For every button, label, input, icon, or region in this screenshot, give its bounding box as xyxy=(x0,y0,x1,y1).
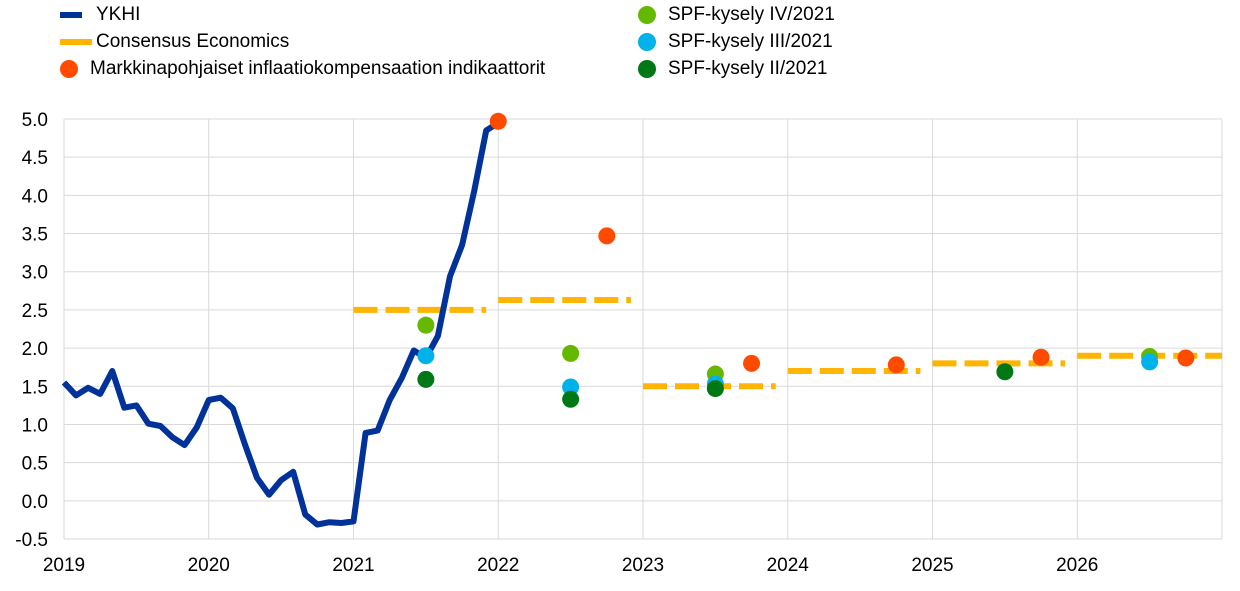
y-tick-label: 4.0 xyxy=(22,186,48,207)
legend-swatch-consensus xyxy=(60,39,92,45)
legend-item-spf-q2: SPF-kysely II/2021 xyxy=(634,56,827,82)
markkinapohjaiset-inflaatiokompensaation-indikaattorit-point xyxy=(1177,349,1195,367)
legend-item-spf-q3: SPF-kysely III/2021 xyxy=(634,29,833,55)
x-tick-label: 2022 xyxy=(477,555,519,576)
legend-swatch-market xyxy=(60,60,78,78)
spf-kysely-iii-2021-point xyxy=(1141,353,1159,371)
legend-item-spf-q4: SPF-kysely IV/2021 xyxy=(634,2,835,28)
legend-swatch-spf-q3 xyxy=(638,33,656,51)
markkinapohjaiset-inflaatiokompensaation-indikaattorit-point xyxy=(598,227,616,245)
markkinapohjaiset-inflaatiokompensaation-indikaattorit-point xyxy=(743,354,761,372)
legend-label-ykhi: YKHI xyxy=(96,4,141,25)
legend-label-market: Markkinapohjaiset inflaatiokompensaation… xyxy=(90,58,546,79)
x-tick-label: 2021 xyxy=(332,555,374,576)
y-tick-label: 5.0 xyxy=(22,110,48,131)
y-tick-label: 4.5 xyxy=(22,148,48,169)
markkinapohjaiset-inflaatiokompensaation-indikaattorit-point xyxy=(1032,348,1050,366)
y-tick-label: 1.5 xyxy=(22,377,48,398)
y-tick-label: 2.5 xyxy=(22,301,48,322)
grid-lines xyxy=(63,118,1223,540)
x-tick-label: 2020 xyxy=(188,555,230,576)
legend-swatch-ykhi xyxy=(60,12,82,18)
legend-item-consensus: Consensus Economics xyxy=(60,29,289,55)
y-tick-label: 3.0 xyxy=(22,263,48,284)
x-axis-ticks: 2019 2020 2021 2022 2023 2024 2025 2026 xyxy=(43,555,1099,576)
spf-kysely-iv-2021-point xyxy=(562,344,580,362)
x-tick-label: 2025 xyxy=(911,555,953,576)
legend-item-market: Markkinapohjaiset inflaatiokompensaation… xyxy=(56,56,545,82)
spf-kysely-ii-2021-point xyxy=(706,380,724,398)
y-tick-label: 2.0 xyxy=(22,339,48,360)
markkinapohjaiset-inflaatiokompensaation-indikaattorit-point xyxy=(887,356,905,374)
legend-label-spf-q3: SPF-kysely III/2021 xyxy=(668,31,833,52)
y-axis-ticks: -0.5 0.0 0.5 1.0 1.5 2.0 2.5 3.0 3.5 4.0 4.5 5.0 xyxy=(15,110,48,551)
y-tick-label: 1.0 xyxy=(22,415,48,436)
y-tick-label: -0.5 xyxy=(15,530,48,551)
y-tick-label: 0.5 xyxy=(22,454,48,475)
x-tick-label: 2023 xyxy=(622,555,664,576)
chart-legend: YKHI Consensus Economics Markkinapohjais… xyxy=(0,0,1240,90)
legend-swatch-spf-q4 xyxy=(638,6,656,24)
x-tick-label: 2024 xyxy=(767,555,810,576)
spf-kysely-iii-2021-point xyxy=(562,378,580,396)
legend-label-spf-q2: SPF-kysely II/2021 xyxy=(668,58,828,79)
legend-item-ykhi: YKHI xyxy=(60,2,140,28)
spf-kysely-iv-2021-point xyxy=(417,316,435,334)
markkinapohjaiset-inflaatiokompensaation-indikaattorit-point xyxy=(489,112,507,130)
legend-swatch-spf-q2 xyxy=(638,60,656,78)
spf-kysely-ii-2021-point xyxy=(562,390,580,408)
y-tick-label: 3.5 xyxy=(22,225,48,246)
spf-kysely-ii-2021-point xyxy=(417,370,435,388)
spf-kysely-iii-2021-point xyxy=(417,347,435,365)
legend-label-consensus: Consensus Economics xyxy=(96,31,290,52)
x-tick-label: 2026 xyxy=(1056,555,1098,576)
legend-label-spf-q4: SPF-kysely IV/2021 xyxy=(668,4,835,25)
x-tick-label: 2019 xyxy=(43,555,85,576)
data-series xyxy=(61,112,1222,528)
y-tick-label: 0.0 xyxy=(22,492,48,513)
spf-kysely-ii-2021-point xyxy=(996,363,1014,381)
